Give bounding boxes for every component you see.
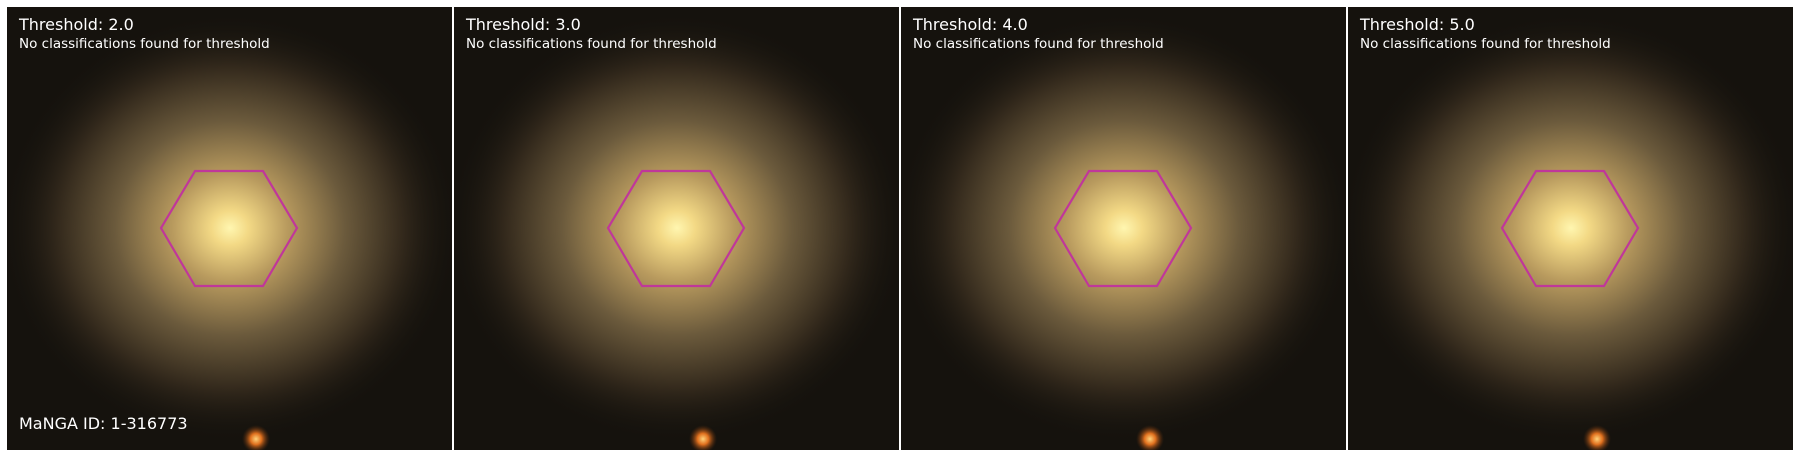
ifu-hexagon-outline [1053, 169, 1193, 288]
ifu-hexagon-outline [159, 169, 299, 288]
threshold-panel-3: Threshold: 4.0 No classifications found … [901, 7, 1346, 450]
galaxy-image [454, 7, 899, 450]
ifu-hexagon-outline [606, 169, 746, 288]
panel-subtitle: No classifications found for threshold [913, 36, 1164, 52]
manga-id-label: MaNGA ID: 1-316773 [19, 414, 188, 433]
panel-subtitle: No classifications found for threshold [466, 36, 717, 52]
panel-subtitle: No classifications found for threshold [1360, 36, 1611, 52]
panel-title: Threshold: 5.0 [1360, 15, 1475, 34]
threshold-panel-4: Threshold: 5.0 No classifications found … [1348, 7, 1793, 450]
threshold-panel-1: Threshold: 2.0 No classifications found … [7, 7, 452, 450]
galaxy-image [7, 7, 452, 450]
foreground-star [1136, 425, 1164, 450]
panel-title: Threshold: 3.0 [466, 15, 581, 34]
galaxy-image [1348, 7, 1793, 450]
ifu-hexagon-outline [1500, 169, 1640, 288]
foreground-star [1583, 425, 1611, 450]
panel-subtitle: No classifications found for threshold [19, 36, 270, 52]
foreground-star [242, 425, 270, 450]
threshold-panel-2: Threshold: 3.0 No classifications found … [454, 7, 899, 450]
foreground-star [689, 425, 717, 450]
panel-title: Threshold: 2.0 [19, 15, 134, 34]
galaxy-image [901, 7, 1346, 450]
panel-title: Threshold: 4.0 [913, 15, 1028, 34]
